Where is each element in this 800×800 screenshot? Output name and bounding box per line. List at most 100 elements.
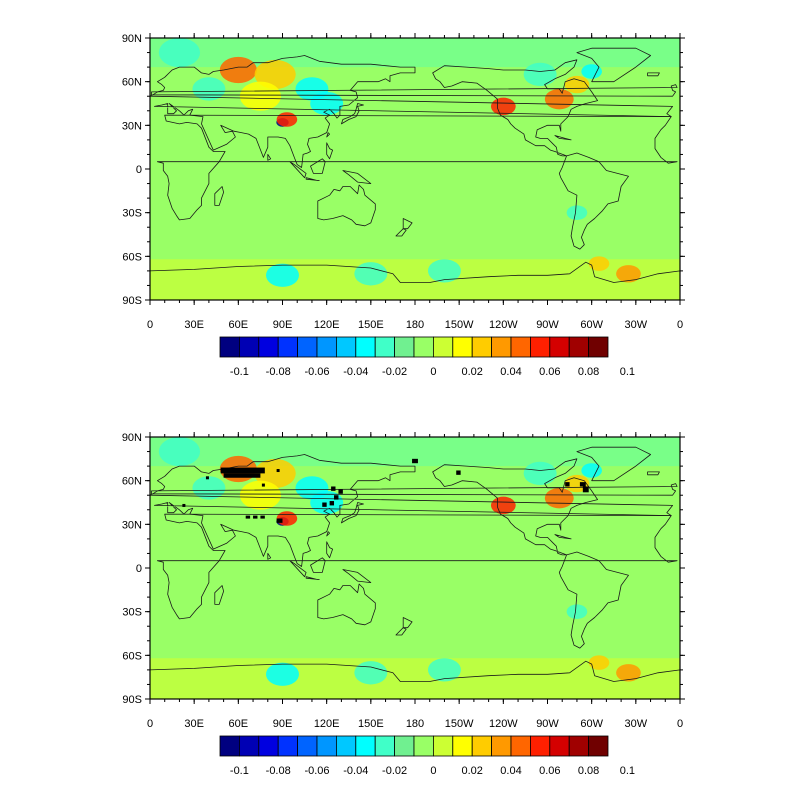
- anomaly-blob-2: [219, 56, 257, 84]
- coastline-11: [342, 569, 372, 583]
- colorbar-swatch: [471, 336, 493, 358]
- coastline-5: [402, 218, 413, 230]
- lon-tick-label: 180: [406, 718, 424, 730]
- colorbar-label: 0: [430, 366, 436, 378]
- significance-marker-8: [260, 515, 265, 519]
- lat-tick-label: 0: [136, 563, 142, 575]
- lon-tick-label: 90W: [536, 718, 559, 730]
- coastline-18: [554, 135, 572, 141]
- colorbar-swatch: [510, 735, 531, 757]
- lat-tick-label: 30S: [122, 607, 142, 619]
- anomaly-blob-9: [490, 97, 516, 116]
- colorbar-label: 0.06: [539, 366, 560, 378]
- colorbar-swatch: [394, 735, 415, 757]
- map-panel-bottom: 0 30E 60E 90E 120E 150E 180 150W 120W 90W 60W 30W 09…: [122, 432, 685, 730]
- lon-tick-label: 0: [147, 718, 153, 730]
- coastline-5: [402, 617, 413, 629]
- anomaly-blob-18: [588, 256, 610, 271]
- anomaly-blob-16: [427, 658, 461, 682]
- lat-tick-label: 30S: [122, 208, 142, 220]
- colorbar-swatch: [452, 336, 473, 358]
- anomaly-blob-1: [276, 112, 298, 127]
- anomaly-blob-17: [616, 664, 641, 682]
- lon-tick-label: 120E: [314, 319, 340, 331]
- coastline-20: [150, 660, 680, 699]
- lon-tick-label: 90E: [273, 718, 293, 730]
- colorbar-label: 0.1: [620, 366, 635, 378]
- coastline-6: [395, 228, 407, 237]
- lon-tick-label: 0: [147, 319, 153, 331]
- colorbar-swatch: [549, 336, 570, 358]
- lat-tick-label: 60S: [122, 251, 142, 263]
- coastline-0: [150, 55, 673, 168]
- significance-marker-4: [261, 483, 265, 487]
- lon-tick-label: 30W: [625, 718, 648, 730]
- lon-tick-label: 150W: [445, 319, 474, 331]
- significance-marker-10: [322, 502, 327, 507]
- colorbar-swatch: [355, 336, 376, 358]
- anomaly-blob-6: [239, 480, 282, 510]
- colorbar-label: 0.02: [461, 366, 482, 378]
- colorbar-swatch: [491, 735, 512, 757]
- lon-tick-label: 90W: [536, 319, 559, 331]
- lon-tick-label: 30W: [625, 319, 648, 331]
- anomaly-blob-14: [266, 263, 299, 287]
- coastline-1: [151, 483, 678, 496]
- coastline-9: [310, 557, 326, 573]
- coastline-15: [576, 446, 651, 482]
- colorbar-label: -0.06: [304, 366, 329, 378]
- colorbar-swatch: [530, 735, 551, 757]
- coastline-17: [432, 458, 598, 556]
- coastline-17: [432, 59, 598, 157]
- anomaly-blob-18: [588, 655, 610, 670]
- colorbar-swatch: [394, 336, 415, 358]
- coastline-13: [267, 553, 272, 560]
- colorbar-swatch: [258, 735, 279, 757]
- coastline-18: [554, 534, 572, 540]
- colorbar-label: 0.04: [500, 765, 521, 777]
- colorbar-label: 0: [430, 765, 436, 777]
- lon-tick-label: 180: [406, 319, 424, 331]
- coastline-8: [289, 560, 307, 578]
- significance-marker-5: [182, 503, 186, 507]
- colorbar-swatch: [588, 336, 609, 358]
- colorbar-swatch: [335, 735, 357, 757]
- lon-tick-label: 150E: [358, 718, 384, 730]
- significance-marker-19: [582, 486, 589, 493]
- colorbar-swatch: [316, 735, 337, 757]
- coastline-11: [342, 170, 372, 184]
- coastline-20: [150, 261, 680, 300]
- colorbar-swatch: [510, 336, 531, 358]
- coastline-15: [576, 47, 651, 83]
- colorbar-swatch: [258, 336, 279, 358]
- anomaly-blob-17: [616, 265, 641, 283]
- colorbar-label: 0.08: [578, 366, 599, 378]
- anomaly-blob-13: [581, 463, 602, 478]
- lon-tick-label: 120W: [489, 718, 518, 730]
- colorbar-swatch: [413, 336, 434, 358]
- coastline-10: [305, 177, 320, 181]
- lat-tick-label: 60S: [122, 650, 142, 662]
- colorbar-swatch: [238, 336, 260, 358]
- colorbar-label: 0.06: [539, 765, 560, 777]
- colorbar-label: -0.1: [230, 765, 249, 777]
- coastline-16: [647, 72, 660, 77]
- colorbar-swatch: [471, 735, 493, 757]
- lat-tick-label: 30N: [122, 519, 142, 531]
- coastline-8: [289, 161, 307, 179]
- colorbar-swatch: [491, 336, 512, 358]
- colorbar-label: -0.02: [382, 765, 407, 777]
- lat-tick-label: 0: [136, 164, 142, 176]
- colorbar-swatch: [432, 336, 454, 358]
- colorbar-swatch: [568, 735, 590, 757]
- anomaly-blob-12: [523, 62, 557, 87]
- lon-tick-label: 0: [677, 718, 683, 730]
- anomaly-blob-15: [354, 262, 388, 286]
- anomaly-blob-19: [566, 205, 588, 220]
- anomaly-field: [150, 38, 680, 300]
- anomaly-blob-6: [239, 81, 282, 111]
- colorbar-label: 0.04: [500, 366, 521, 378]
- lon-tick-label: 60E: [229, 319, 249, 331]
- coastline-16: [647, 471, 660, 476]
